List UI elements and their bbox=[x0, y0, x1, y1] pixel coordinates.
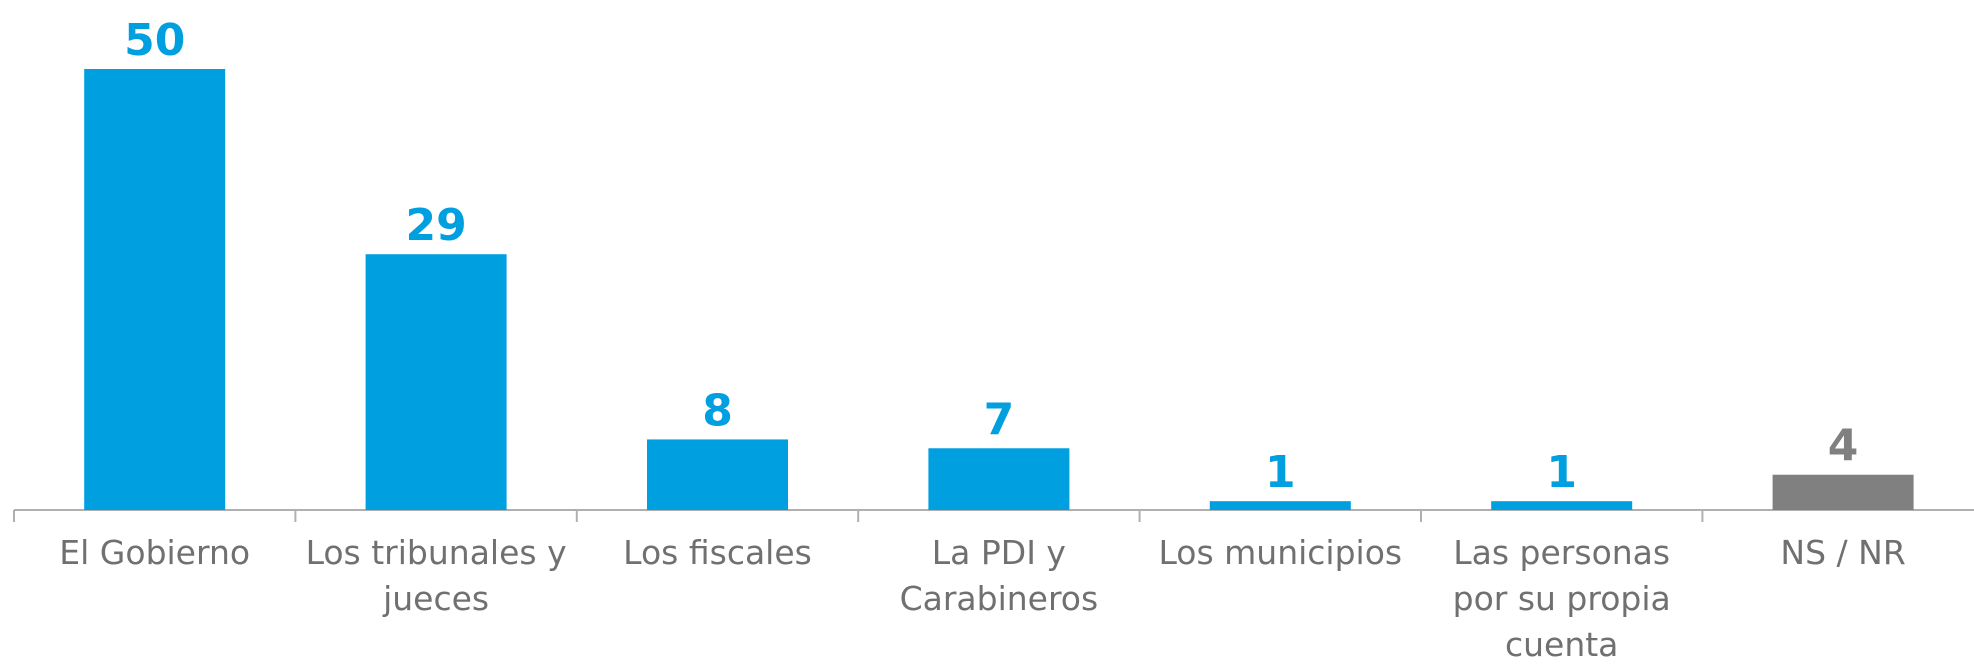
value-label: 7 bbox=[984, 394, 1015, 445]
value-label: 4 bbox=[1828, 421, 1859, 472]
x-tick-label: El Gobierno bbox=[59, 533, 251, 572]
x-tick-label: Los tribunales y jueces bbox=[305, 533, 567, 618]
x-tick-label: NS / NR bbox=[1780, 533, 1906, 572]
x-tick-label: Los fiscales bbox=[623, 533, 812, 572]
bar bbox=[647, 439, 788, 510]
value-label: 29 bbox=[405, 200, 466, 251]
bar bbox=[365, 254, 507, 510]
x-tick-label: La PDI y Carabineros bbox=[899, 533, 1099, 618]
x-tick-label: Los municipios bbox=[1158, 533, 1403, 572]
bar bbox=[1209, 501, 1351, 510]
bar bbox=[84, 69, 226, 510]
value-label: 50 bbox=[124, 15, 185, 66]
value-label: 8 bbox=[702, 385, 733, 436]
bar bbox=[1491, 501, 1633, 510]
bar bbox=[1772, 474, 1914, 510]
value-label: 1 bbox=[1546, 447, 1577, 498]
bar bbox=[928, 448, 1070, 510]
x-tick-label: Las personas por su propia cuenta bbox=[1452, 533, 1671, 664]
value-label: 1 bbox=[1265, 447, 1296, 498]
